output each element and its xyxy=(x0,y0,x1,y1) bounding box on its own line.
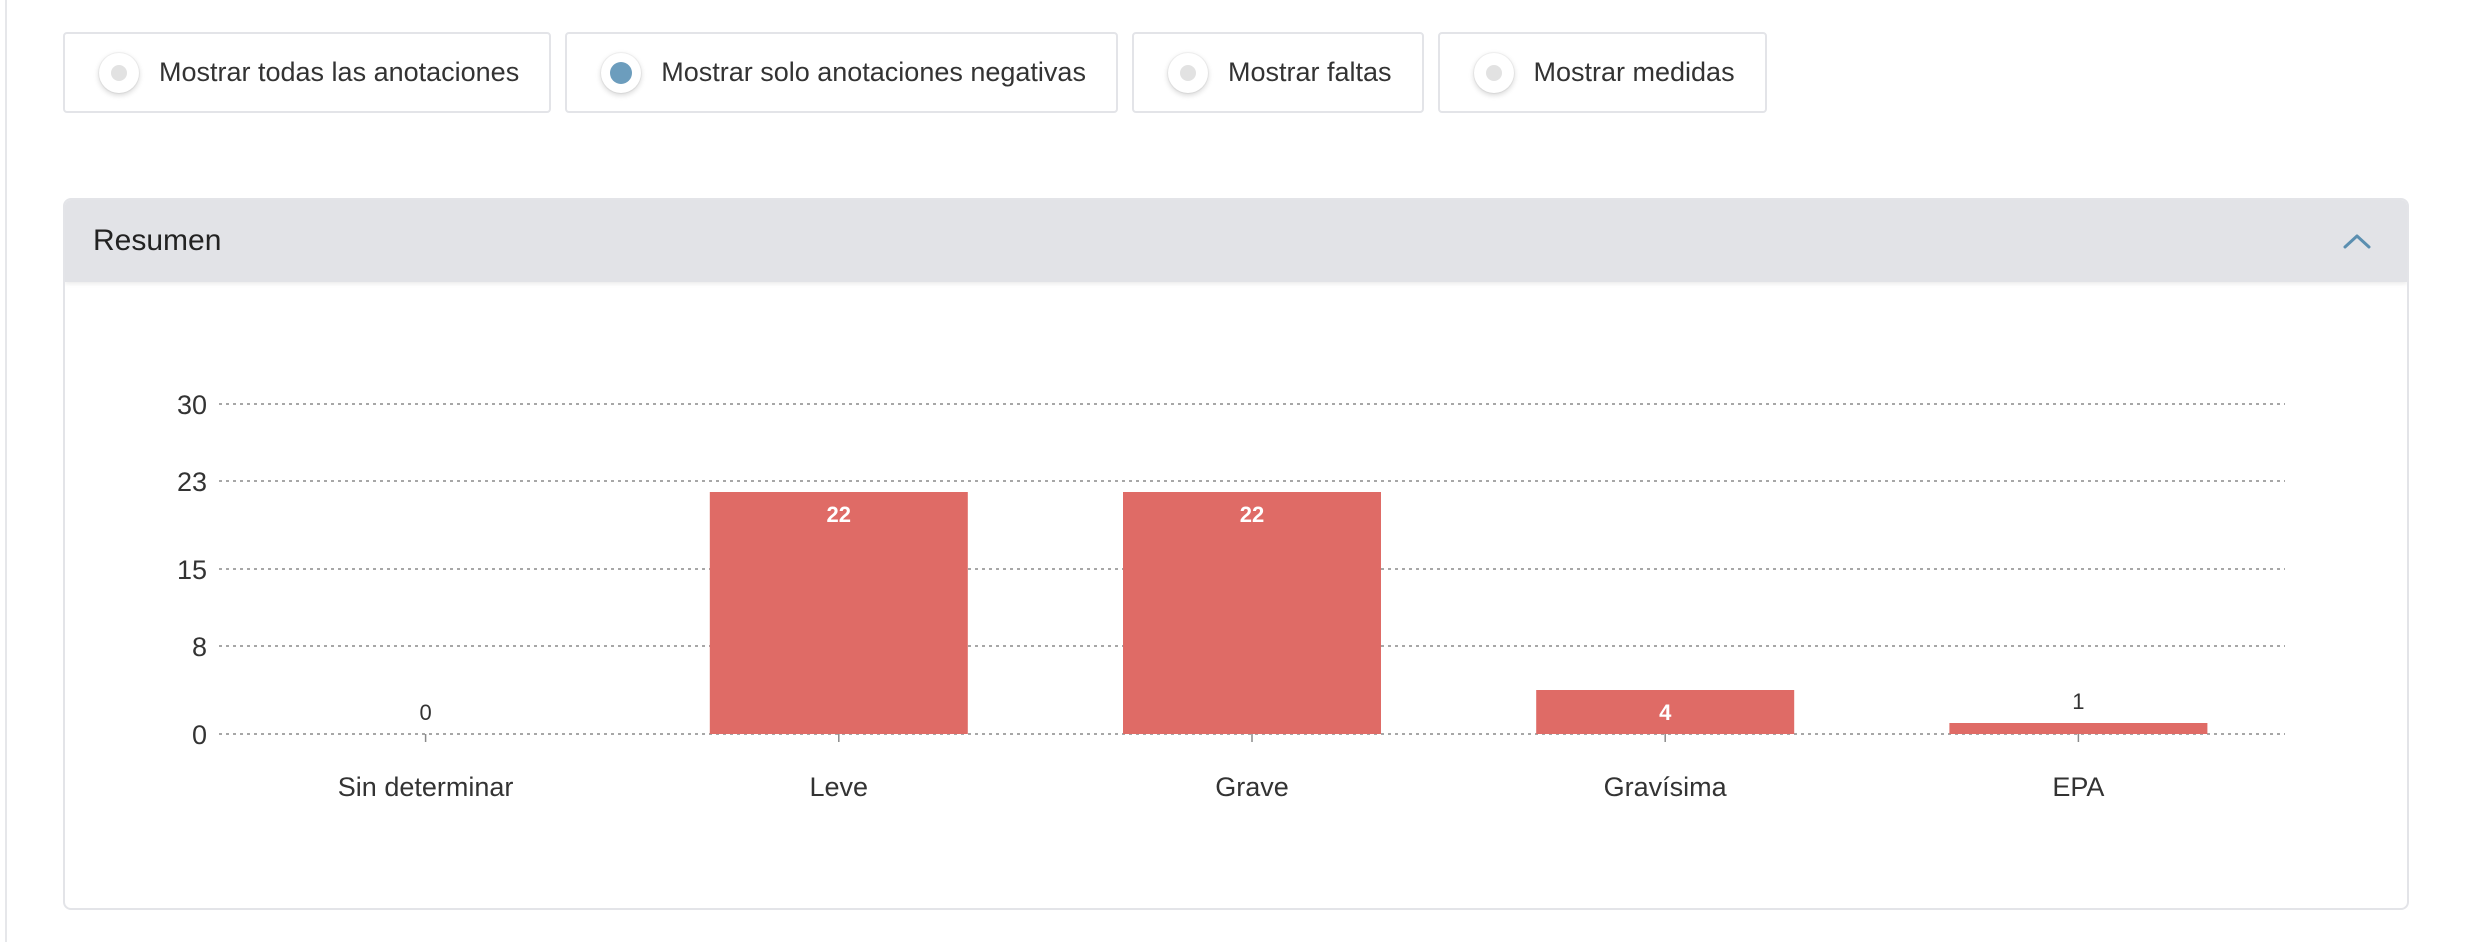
filter-label: Mostrar faltas xyxy=(1227,57,1392,87)
filter-label: Mostrar todas las anotaciones xyxy=(159,57,520,87)
bar-value-label: 22 xyxy=(827,502,851,527)
filter-negative-annotations[interactable]: Mostrar solo anotaciones negativas xyxy=(565,32,1118,113)
x-tick-label: Leve xyxy=(810,772,869,802)
y-tick-label: 23 xyxy=(177,467,207,497)
filter-measures[interactable]: Mostrar medidas xyxy=(1437,32,1767,113)
bar xyxy=(709,492,968,734)
bar xyxy=(1949,723,2208,734)
summary-title: Resumen xyxy=(93,224,222,257)
page-left-edge xyxy=(0,0,7,942)
x-tick-label: Grave xyxy=(1215,772,1289,802)
bar-value-label: 0 xyxy=(419,700,431,725)
x-tick-label: Gravísima xyxy=(1604,772,1728,802)
y-tick-label: 30 xyxy=(177,390,207,420)
radio-measures[interactable] xyxy=(1473,52,1514,93)
bar-value-label: 4 xyxy=(1659,700,1672,725)
bar xyxy=(1536,690,1795,734)
filter-label: Mostrar solo anotaciones negativas xyxy=(661,57,1086,87)
radio-negative-annotations[interactable] xyxy=(601,52,642,93)
radio-all-annotations[interactable] xyxy=(99,52,139,93)
summary-panel: Resumen 0 8 15 23 30 Sin determinar 0 Leve 22 Gra… xyxy=(63,198,2409,910)
filter-label: Mostrar medidas xyxy=(1533,57,1735,87)
y-tick-label: 0 xyxy=(192,720,207,750)
radio-indicator xyxy=(1485,64,1502,81)
bar-value-label: 22 xyxy=(1240,502,1264,527)
x-tick-label: Sin determinar xyxy=(338,772,514,802)
radio-indicator xyxy=(610,61,633,84)
filter-absences[interactable]: Mostrar faltas xyxy=(1131,32,1424,113)
bar xyxy=(1123,492,1381,734)
summary-bar-chart: 0 8 15 23 30 Sin determinar 0 Leve 22 Grave 22 Grav… xyxy=(65,282,2407,908)
bar-chart-svg: 0 8 15 23 30 Sin determinar 0 Leve 22 Grave 22 Grav… xyxy=(177,390,2285,802)
x-tick-label: EPA xyxy=(2052,772,2104,802)
y-tick-label: 15 xyxy=(177,555,207,585)
bar-value-label: 1 xyxy=(2072,689,2084,714)
annotation-filter-group: Mostrar todas las anotaciones Mostrar so… xyxy=(63,32,1767,113)
radio-absences[interactable] xyxy=(1167,52,1208,93)
summary-header[interactable]: Resumen xyxy=(65,200,2407,282)
radio-indicator xyxy=(1179,64,1196,81)
radio-indicator xyxy=(111,64,127,81)
filter-all-annotations[interactable]: Mostrar todas las anotaciones xyxy=(63,32,552,113)
y-tick-label: 8 xyxy=(192,632,207,662)
chevron-up-icon[interactable] xyxy=(2335,219,2379,263)
